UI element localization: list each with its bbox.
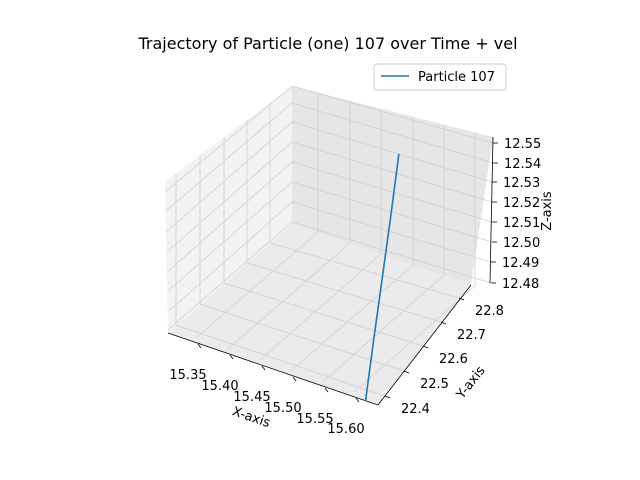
legend: Particle 107	[373, 63, 507, 91]
gridline-z-left	[165, 102, 293, 212]
y-tick-label: 22.8	[475, 304, 504, 319]
x-tick-mark	[197, 343, 202, 349]
z-tick-label: 12.53	[503, 176, 540, 191]
gridline-z-right	[291, 121, 493, 183]
y-tick-mark	[458, 297, 465, 301]
gridline-z-right	[291, 201, 492, 263]
gridline-z-right	[291, 221, 492, 284]
gridline-x-floor	[353, 285, 476, 393]
y-tick-mark	[384, 395, 391, 399]
back-left-pane	[165, 86, 292, 333]
gridline-y-floor	[223, 282, 424, 347]
floor-pane	[168, 224, 471, 405]
gridline-y-floor	[269, 242, 460, 299]
z-tick-label: 12.51	[503, 216, 540, 231]
gridline-y-floor	[199, 303, 405, 372]
gridline-z-left	[168, 201, 293, 312]
gridline-z-left	[165, 121, 293, 233]
x-tick-label: 15.55	[296, 412, 333, 427]
z-axis-label: Z-axis	[540, 191, 555, 231]
y-tick-label: 22.5	[420, 377, 449, 392]
gridline-z-left	[164, 85, 293, 193]
gridline-z-right	[291, 102, 494, 164]
gridline-z-right	[291, 85, 494, 144]
y-tick-mark	[440, 321, 447, 325]
x-tick-label: 15.45	[233, 390, 270, 405]
gridline-z-right	[291, 141, 493, 203]
z-tick-label: 12.49	[502, 256, 539, 271]
gridline-z-right	[291, 161, 493, 223]
legend-label: Particle 107	[418, 70, 495, 85]
x-tick-label: 15.35	[169, 368, 206, 383]
x-tick-mark	[229, 354, 234, 360]
chart-title: Trajectory of Particle (one) 107 over Ti…	[137, 34, 517, 53]
z-tick-label: 12.52	[503, 196, 540, 211]
x-tick-mark	[355, 397, 360, 403]
x-tick-label: 15.40	[201, 379, 238, 394]
gridline-y-floor	[246, 262, 442, 323]
gridline-z-left	[167, 181, 293, 292]
z-tick-label: 12.54	[504, 157, 541, 172]
back-right-pane	[292, 86, 493, 285]
gridline-z-left	[166, 141, 293, 253]
grid-lines	[164, 85, 494, 397]
y-tick-label: 22.6	[439, 352, 468, 367]
gridline-x-floor	[195, 231, 319, 339]
z-axis-line	[489, 136, 494, 284]
z-tick-label: 12.55	[504, 137, 541, 152]
x-tick-mark	[292, 376, 297, 382]
x-axis-line	[167, 332, 379, 406]
legend-box	[373, 63, 507, 91]
y-tick-label: 22.7	[457, 328, 486, 343]
gridline-z-left	[166, 161, 293, 273]
gridline-x-floor	[290, 264, 414, 372]
y-axis-line	[377, 284, 472, 406]
y-tick-mark	[422, 345, 429, 349]
gridline-y-floor	[175, 324, 386, 397]
gridline-x-floor	[322, 274, 445, 383]
y-axis-label: Y-axis	[453, 363, 488, 402]
y-tick-mark	[403, 370, 410, 374]
y-tick-label: 22.4	[401, 402, 430, 417]
gridline-z-left	[168, 221, 293, 330]
x-tick-mark	[261, 365, 266, 371]
x-tick-label: 15.50	[264, 401, 301, 416]
x-tick-mark	[324, 387, 329, 393]
z-tick-label: 12.50	[503, 236, 540, 251]
z-tick-label: 12.48	[502, 277, 539, 292]
gridline-x-floor	[259, 253, 382, 361]
series-line-particle-107	[364, 153, 400, 402]
x-tick-label: 15.60	[327, 422, 364, 437]
